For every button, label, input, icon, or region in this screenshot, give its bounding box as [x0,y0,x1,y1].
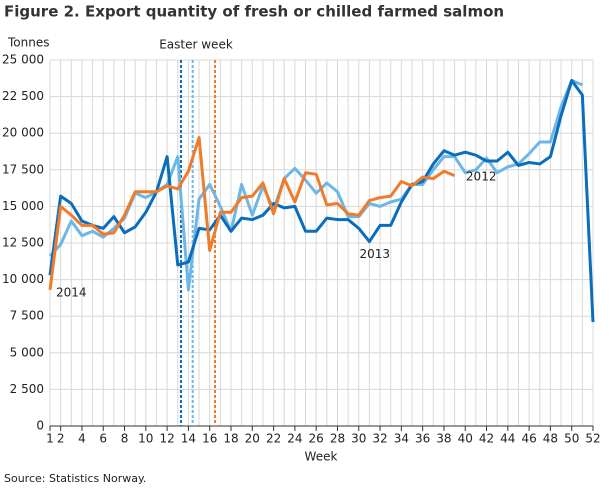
annotation: Easter week [159,38,233,52]
x-tick-label: 32 [372,432,387,446]
y-tick-label: 5 000 [10,345,44,359]
x-tick-label: 52 [585,432,600,446]
x-tick-label: 30 [351,432,366,446]
series-label: 2012 [466,170,497,184]
x-tick-label: 18 [223,432,238,446]
x-tick-label: 50 [564,432,579,446]
x-tick-label: 16 [202,432,217,446]
x-tick-label: 6 [99,432,107,446]
series-label: 2013 [359,247,390,261]
y-tick-label: 22 500 [2,89,44,103]
line-series [48,78,595,323]
y-tick-label: 20 000 [2,126,44,140]
x-tick-label: 40 [458,432,473,446]
x-axis-label: Week [305,450,338,464]
x-tick-label: 10 [138,432,153,446]
line-series [48,78,583,292]
x-tick-label: 2 [57,432,65,446]
x-tick-label: 4 [78,432,86,446]
y-tick-label: 15 000 [2,199,44,213]
x-tick-label: 46 [521,432,536,446]
x-tick-label: 20 [245,432,260,446]
y-tick-label: 12 500 [2,236,44,250]
y-tick-label: 10 000 [2,272,44,286]
x-tick-label: 1 [46,432,54,446]
y-tick-label: 2 500 [10,382,44,396]
y-tick-label: 25 000 [2,53,44,67]
x-tick-label: 28 [330,432,345,446]
x-tick-label: 8 [121,432,129,446]
x-tick-label: 14 [181,432,196,446]
y-tick-label: 7 500 [10,309,44,323]
x-tick-label: 12 [159,432,174,446]
x-tick-label: 36 [415,432,430,446]
y-tick-label: 17 500 [2,162,44,176]
chart-title: Figure 2. Export quantity of fresh or ch… [4,3,504,21]
y-tick-label: 0 [36,419,44,433]
x-tick-label: 44 [500,432,515,446]
source: Source: Statistics Norway. [4,472,146,485]
x-tick-label: 24 [287,432,302,446]
line-series [48,136,456,291]
x-tick-label: 42 [479,432,494,446]
x-tick-label: 26 [309,432,324,446]
y-axis-label: Tonnes [7,36,49,50]
x-tick-label: 38 [436,432,451,446]
x-tick-label: 34 [394,432,409,446]
series-label: 2014 [56,285,87,299]
x-tick-label: 22 [266,432,281,446]
x-tick-label: 48 [543,432,558,446]
